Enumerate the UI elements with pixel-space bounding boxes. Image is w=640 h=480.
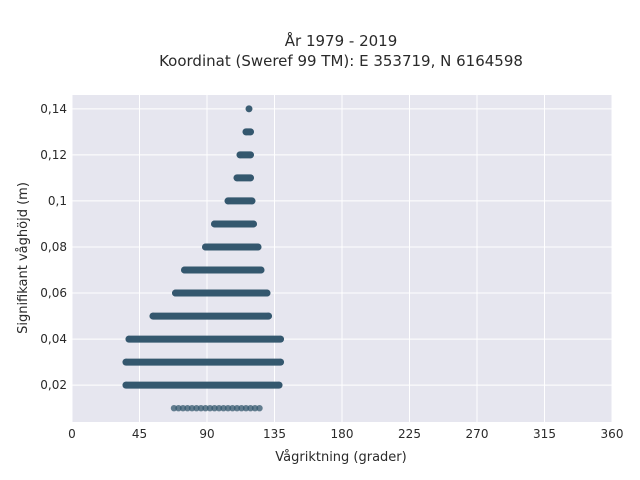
data-point [248, 197, 256, 205]
data-point [254, 243, 262, 251]
data-point [172, 289, 179, 297]
data-point [206, 404, 214, 412]
y-tick-label: 0,12 [40, 148, 67, 162]
data-point [202, 404, 209, 412]
data-point [229, 404, 236, 412]
x-tick-label: 270 [466, 427, 489, 441]
data-point [242, 404, 250, 412]
x-tick-label: 225 [398, 427, 421, 441]
data-point [211, 404, 218, 412]
y-axis-ticks: 0,02 0,04 0,06 0,08 0,1 0,12 0,14 [40, 102, 67, 392]
chart-subtitle: Koordinat (Sweref 99 TM): E 353719, N 61… [159, 52, 523, 70]
data-point [245, 105, 253, 113]
y-tick-label: 0,08 [40, 240, 67, 254]
chart-title: År 1979 - 2019 [285, 31, 398, 50]
x-axis-label: Vågriktning (grader) [275, 450, 406, 465]
data-point [188, 404, 196, 412]
y-tick-label: 0,14 [40, 102, 67, 116]
data-point [265, 312, 272, 320]
data-point [256, 404, 263, 412]
data-point [122, 381, 130, 389]
y-tick-label: 0,04 [40, 332, 67, 346]
x-tick-label: 0 [68, 427, 76, 441]
data-point [211, 220, 218, 228]
data-point [122, 358, 130, 366]
data-point [247, 404, 254, 412]
data-point [250, 220, 257, 228]
data-point [149, 312, 157, 320]
data-point [220, 404, 227, 412]
data-point [175, 404, 182, 412]
x-tick-label: 180 [331, 427, 354, 441]
data-point [238, 404, 245, 412]
data-point [224, 404, 232, 412]
data-point [179, 404, 187, 412]
data-point [277, 335, 284, 343]
x-tick-label: 360 [601, 427, 624, 441]
data-point [193, 404, 200, 412]
x-tick-label: 315 [533, 427, 556, 441]
data-point [247, 174, 254, 182]
x-tick-label: 135 [263, 427, 286, 441]
data-point [197, 404, 205, 412]
y-tick-label: 0,02 [40, 378, 67, 392]
x-tick-label: 45 [132, 427, 147, 441]
data-point [181, 266, 188, 274]
data-point [257, 266, 265, 274]
y-axis-label: Signifikant våghöjd (m) [16, 182, 31, 334]
y-tick-label: 0,1 [48, 194, 67, 208]
data-point [247, 128, 254, 136]
data-point [233, 174, 241, 182]
data-point [224, 197, 232, 205]
data-point [125, 335, 133, 343]
grid-lines [71, 95, 613, 422]
data-point [184, 404, 191, 412]
data-point [263, 289, 271, 297]
data-point [275, 381, 283, 389]
data-point [202, 243, 209, 251]
y-tick-label: 0,06 [40, 286, 67, 300]
data-point [277, 358, 284, 366]
data-point [251, 404, 259, 412]
data-points [122, 105, 284, 412]
x-axis-ticks: 0 45 90 135 180 225 270 315 360 [68, 427, 623, 441]
data-point [233, 404, 241, 412]
x-tick-label: 90 [199, 427, 214, 441]
data-point [247, 151, 254, 159]
data-point [170, 404, 178, 412]
data-point [215, 404, 223, 412]
data-point [236, 151, 244, 159]
